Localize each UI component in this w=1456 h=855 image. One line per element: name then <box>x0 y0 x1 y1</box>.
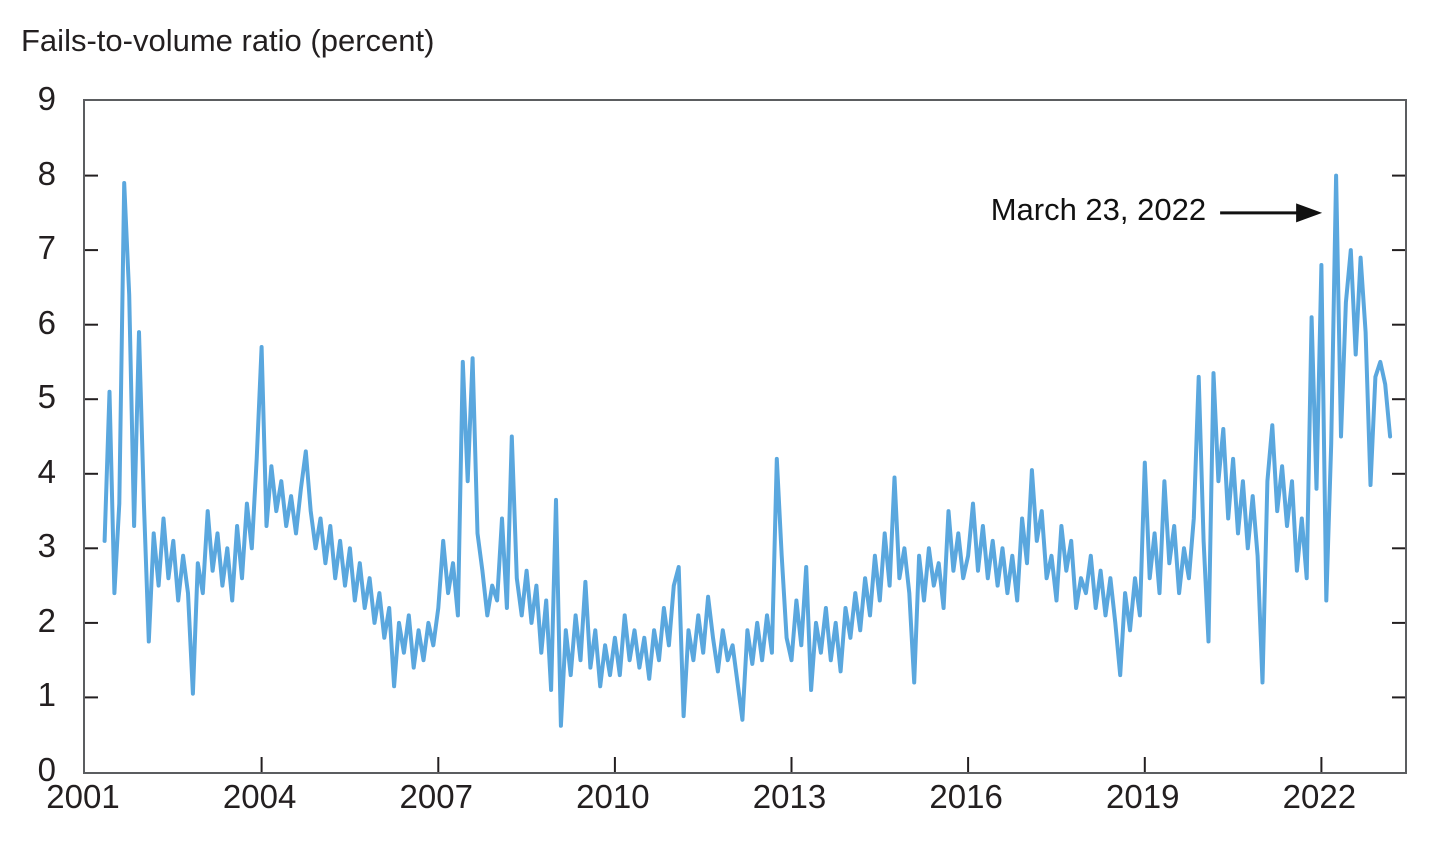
y-axis-label: 1 <box>37 676 56 714</box>
line-chart-svg <box>85 173 1405 772</box>
x-axis-label: 2010 <box>576 778 650 815</box>
y-axis-label: 9 <box>37 80 56 117</box>
x-axis-label: 2007 <box>399 778 473 815</box>
x-axis-label: 2019 <box>1106 778 1180 815</box>
annotation-label: March 23, 2022 <box>990 191 1207 227</box>
y-axis-label: 0 <box>37 751 56 788</box>
x-axis-label: 2001 <box>46 778 120 815</box>
y-axis-label: 2 <box>37 601 56 639</box>
x-axis-label: 2022 <box>1282 778 1357 815</box>
plot-area <box>83 99 1407 774</box>
x-axis-label: 2004 <box>222 778 297 815</box>
chart-title: Fails-to-volume ratio (percent) <box>21 23 435 58</box>
y-axis-label: 5 <box>37 378 56 416</box>
y-axis-label: 6 <box>37 303 56 341</box>
y-axis-label: 7 <box>37 229 56 267</box>
y-axis-label: 3 <box>37 527 56 565</box>
y-axis-label: 4 <box>37 452 56 490</box>
fails-to-volume-line-series <box>102 173 1393 728</box>
x-axis-label: 2013 <box>752 778 827 815</box>
x-axis-label: 2016 <box>929 778 1003 815</box>
y-axis-label: 8 <box>37 154 56 192</box>
annotation-arrow-head <box>1296 203 1323 223</box>
